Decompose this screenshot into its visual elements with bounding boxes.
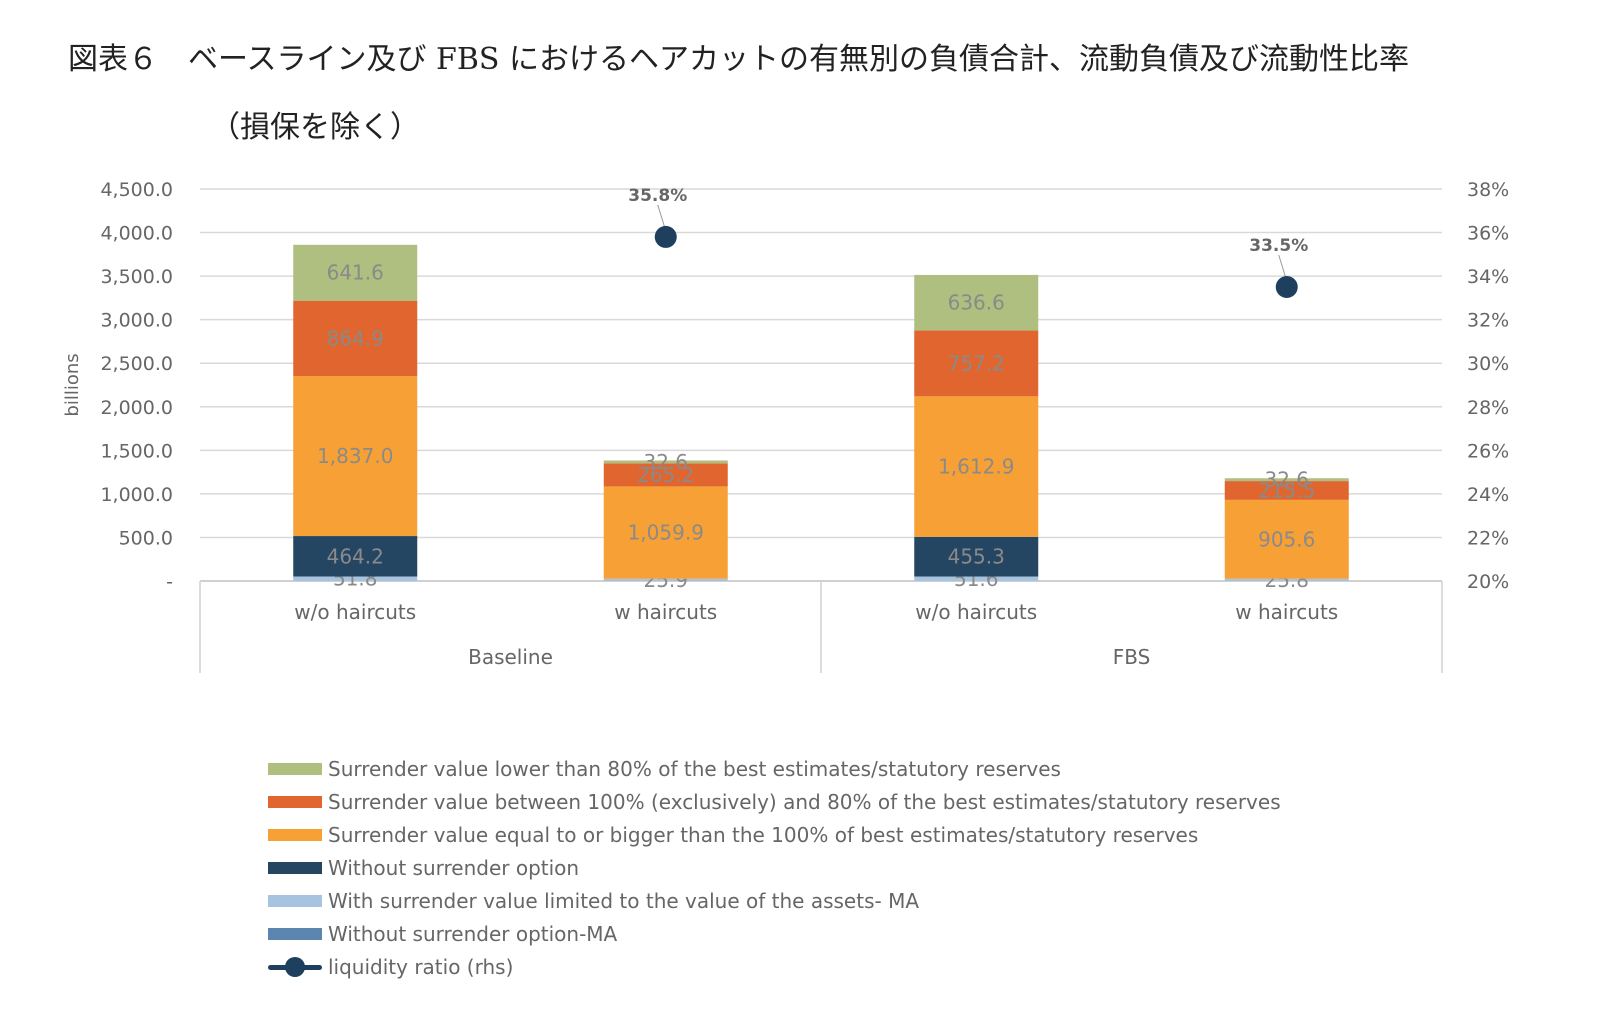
bar-segment [603,463,728,487]
legend-item: Without surrender option-MA [268,917,1281,950]
liquidity-ratio-label: 33.5% [1249,236,1308,256]
y-tick-label: 3,500.0 [100,266,173,288]
legend-label: Surrender value between 100% (exclusivel… [328,789,1281,814]
legend-label: Surrender value lower than 80% of the be… [328,756,1061,781]
legend-label: liquidity ratio (rhs) [328,954,514,979]
legend-swatch [268,828,322,841]
bar-segment [914,576,1039,581]
x-group-label: Baseline [468,645,553,669]
data-label: 32.6 [1264,468,1309,492]
legend-swatch [268,795,322,808]
x-category-label: w haircuts [1235,600,1338,624]
y2-tick-label: 34% [1467,266,1509,288]
data-label: 641.6 [327,261,384,285]
data-label: 757.2 [948,351,1005,375]
data-label: 864.9 [327,326,384,350]
data-label: 636.6 [948,291,1005,315]
data-label: 905.6 [1258,527,1315,551]
liquidity-ratio-marker [654,225,677,248]
y-tick-label: 4,500.0 [100,179,173,201]
y2-tick-label: 22% [1467,527,1509,549]
legend-label: Surrender value equal to or bigger than … [328,822,1199,847]
legend-item: liquidity ratio (rhs) [268,950,1281,983]
y-tick-label: 3,000.0 [100,310,173,332]
legend-item: Without surrender option [268,851,1281,884]
bar-segment [293,300,418,377]
bar-segment [914,330,1039,397]
y2-tick-label: 24% [1467,484,1509,506]
y-tick-label: 2,000.0 [100,397,173,419]
legend-swatch [268,894,322,907]
x-group-label: FBS [1113,645,1151,669]
chart-legend: Surrender value lower than 80% of the be… [268,752,1281,983]
y-axis-label: billions [62,353,83,416]
bar-segment [1224,578,1349,581]
legend-item: Surrender value equal to or bigger than … [268,818,1281,851]
y-tick-label: 4,000.0 [100,223,173,245]
y-tick-label: - [166,571,173,593]
data-label: 215.5 [1258,478,1315,502]
y-tick-label: 1,000.0 [100,484,173,506]
bar-segment [1224,481,1349,500]
bar-segment [1224,478,1349,482]
data-label: 32.6 [643,450,688,474]
data-label: 1,837.0 [317,444,393,468]
y-tick-label: 1,500.0 [100,440,173,462]
legend-swatch [268,956,322,977]
legend-swatch [268,861,322,874]
legend-item: Surrender value between 100% (exclusivel… [268,785,1281,818]
y2-tick-label: 26% [1467,440,1509,462]
y-tick-label: 2,500.0 [100,353,173,375]
bar-segment [603,486,728,579]
data-label: 464.2 [327,544,384,568]
x-category-label: w haircuts [614,600,717,624]
bar-segment [914,274,1039,331]
legend-label: With surrender value limited to the valu… [328,888,920,913]
bar-segment [603,578,728,581]
legend-item: With surrender value limited to the valu… [268,884,1281,917]
y2-tick-label: 28% [1467,397,1509,419]
bar-segment [603,460,728,464]
y2-tick-label: 30% [1467,353,1509,375]
legend-label: Without surrender option-MA [328,921,618,946]
y2-tick-label: 36% [1467,223,1509,245]
y2-tick-label: 20% [1467,571,1509,593]
data-label: 265.2 [637,463,694,487]
legend-item: Surrender value lower than 80% of the be… [268,752,1281,785]
bar-segment [293,244,418,301]
x-category-label: w/o haircuts [294,600,416,624]
legend-swatch [268,927,322,940]
chart-title-line2: （損保を除く） [210,110,420,145]
bar-segment [1224,499,1349,579]
bar-segment [293,376,418,537]
liquidity-ratio-marker [1275,276,1298,298]
y2-tick-label: 32% [1467,310,1509,332]
bar-segment [293,576,418,581]
liquidity-ratio-label: 35.8% [628,186,687,206]
data-label: 455.3 [948,545,1005,569]
chart-title: 図表６ ベースライン及び FBS におけるヘアカットの有無別の負債合計、流動負債… [68,34,1568,146]
bar-segment [914,396,1039,537]
legend-swatch [268,762,322,775]
chart-title-line1: 図表６ ベースライン及び FBS におけるヘアカットの有無別の負債合計、流動負債… [68,42,1409,77]
data-label: 1,059.9 [628,521,704,545]
x-category-label: w/o haircuts [915,600,1037,624]
y2-tick-label: 38% [1467,179,1509,201]
y-tick-label: 500.0 [119,527,173,549]
legend-label: Without surrender option [328,855,580,880]
data-label: 1,612.9 [938,455,1014,479]
bar-segment [914,536,1039,577]
bar-segment [293,536,418,577]
